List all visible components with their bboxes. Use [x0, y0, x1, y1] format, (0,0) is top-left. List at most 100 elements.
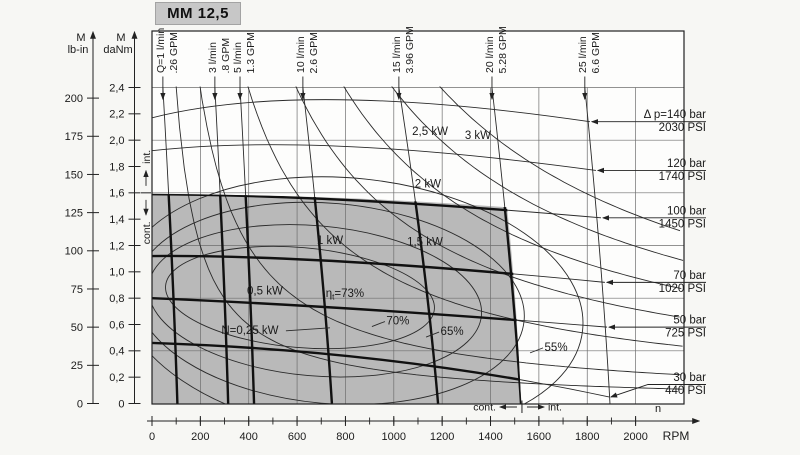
chart-title-box: MM 12,5	[155, 2, 241, 25]
svg-text:0,2: 0,2	[109, 372, 124, 384]
flow-label-lmin: 10 l/min	[295, 36, 307, 73]
svg-text:0: 0	[77, 398, 83, 410]
svg-text:1000: 1000	[382, 431, 406, 443]
pressure-line	[152, 144, 597, 171]
flow-label-gpm: .8 GPM	[220, 38, 232, 74]
int-zone-label: int.	[548, 402, 562, 414]
svg-text:50: 50	[71, 322, 83, 334]
power-label: N=0,25 kW	[221, 325, 278, 337]
svg-text:1,2: 1,2	[109, 240, 124, 252]
power-label: 2 kW	[415, 179, 441, 191]
flow-label-gpm: 5.28 GPM	[497, 26, 509, 73]
svg-text:100: 100	[65, 246, 83, 258]
svg-text:400: 400	[240, 431, 258, 443]
svg-text:125: 125	[65, 207, 83, 219]
speed-zone-annotation: cont. int.	[473, 400, 562, 414]
svg-text:0,8: 0,8	[109, 293, 124, 305]
svg-text:175: 175	[65, 131, 83, 143]
axis-danm-unit: daNm	[103, 44, 132, 56]
flow-label-gpm: 3.96 GPM	[404, 26, 416, 73]
svg-text:1,4: 1,4	[109, 214, 124, 226]
power-label: 3 kW	[465, 130, 491, 142]
pressure-label-psi: 440 PSI	[665, 385, 706, 397]
efficiency-label: ηt=73%	[326, 288, 364, 302]
efficiency-label: 65%	[441, 326, 464, 338]
svg-text:2,4: 2,4	[109, 82, 124, 94]
svg-text:800: 800	[336, 431, 354, 443]
power-label: 1 kW	[317, 235, 343, 247]
power-labels: N=0,25 kW 0,5 kW 1 kW 1,5 kW 2 kW 2,5 kW 3 kW	[221, 126, 491, 337]
flow-label-lmin: 3 l/min	[207, 42, 219, 73]
axis-lbin-unit: lb-in	[68, 44, 89, 56]
svg-text:600: 600	[288, 431, 306, 443]
cont-zone-label: cont.	[141, 221, 153, 244]
svg-text:1400: 1400	[478, 431, 502, 443]
svg-text:25: 25	[71, 360, 83, 372]
pressure-label-bar: 70 bar	[673, 270, 706, 282]
svg-text:1,0: 1,0	[109, 267, 124, 279]
flow-label-lmin: 15 l/min	[391, 36, 403, 73]
svg-text:200: 200	[191, 431, 209, 443]
svg-text:2,2: 2,2	[109, 109, 124, 121]
efficiency-label: 55%	[545, 342, 568, 354]
power-curve	[199, 86, 681, 376]
svg-text:0: 0	[118, 398, 124, 410]
cont-zone-label: cont.	[473, 402, 496, 414]
torque-zone-annotation: int. cont.	[141, 150, 153, 244]
axis-rpm-symbol: n	[655, 403, 661, 415]
svg-text:2000: 2000	[623, 431, 647, 443]
pressure-label-psi: 725 PSI	[665, 328, 706, 340]
power-curve	[295, 86, 680, 318]
pressure-label-bar: 30 bar	[673, 372, 706, 384]
svg-text:150: 150	[65, 169, 83, 181]
axis-rpm-unit: RPM	[663, 429, 690, 443]
efficiency-contour	[152, 176, 584, 405]
svg-text:0,6: 0,6	[109, 319, 124, 331]
svg-text:200: 200	[65, 93, 83, 105]
pressure-label-bar: 120 bar	[667, 158, 706, 170]
flow-label-lmin: 5 l/min	[232, 42, 244, 73]
svg-text:0: 0	[149, 431, 155, 443]
power-curve	[439, 86, 681, 232]
int-zone-label: int.	[141, 150, 153, 164]
pressure-label-bar: 50 bar	[673, 315, 706, 327]
power-label: 1,5 kW	[407, 237, 443, 249]
svg-text:1600: 1600	[527, 431, 551, 443]
efficiency-label: 70%	[386, 316, 409, 328]
svg-text:2,0: 2,0	[109, 135, 124, 147]
pressure-label-psi: 2030 PSI	[659, 122, 706, 134]
flow-label-gpm: 2.6 GPM	[308, 32, 320, 73]
flow-label-gpm: 6.6 GPM	[590, 32, 602, 73]
axis-danm-name: M	[116, 32, 125, 44]
svg-text:1,8: 1,8	[109, 161, 124, 173]
axis-lbin-name: M	[76, 32, 85, 44]
power-curve	[175, 86, 683, 390]
svg-text:75: 75	[71, 284, 83, 296]
flow-label-lmin: 25 l/min	[577, 36, 589, 73]
pressure-leader-arrow	[609, 384, 706, 398]
efficiency-contour	[152, 224, 483, 378]
pressure-label-bar: Δ p=140 bar	[644, 109, 707, 121]
flow-labels: Q=1 l/min .26 GPM 3 l/min .8 GPM 5 l/min 1.3 …	[155, 26, 602, 101]
svg-text:0,4: 0,4	[109, 346, 124, 358]
power-curve	[391, 86, 684, 261]
pressure-label-psi: 1450 PSI	[659, 218, 706, 230]
flow-line	[584, 87, 611, 404]
svg-text:1800: 1800	[575, 431, 599, 443]
power-label: 2,5 kW	[412, 126, 448, 138]
flow-label-gpm: 1.3 GPM	[245, 32, 257, 73]
grid	[152, 87, 684, 404]
pressure-line	[152, 99, 590, 123]
curves-thick-cont	[152, 194, 521, 404]
efficiency-contour	[165, 245, 435, 350]
axis-lbin: Mlb-in 0 25 50 75 100 125 150 175 200	[65, 30, 99, 410]
power-label: 0,5 kW	[247, 285, 283, 297]
axis-rpm: 0 200 400 600 800 1000 1200 1400 1600 1800 2000 n RP…	[147, 403, 701, 443]
flow-label-lmin: 20 l/min	[484, 36, 496, 73]
flow-label-gpm: .26 GPM	[168, 32, 180, 73]
